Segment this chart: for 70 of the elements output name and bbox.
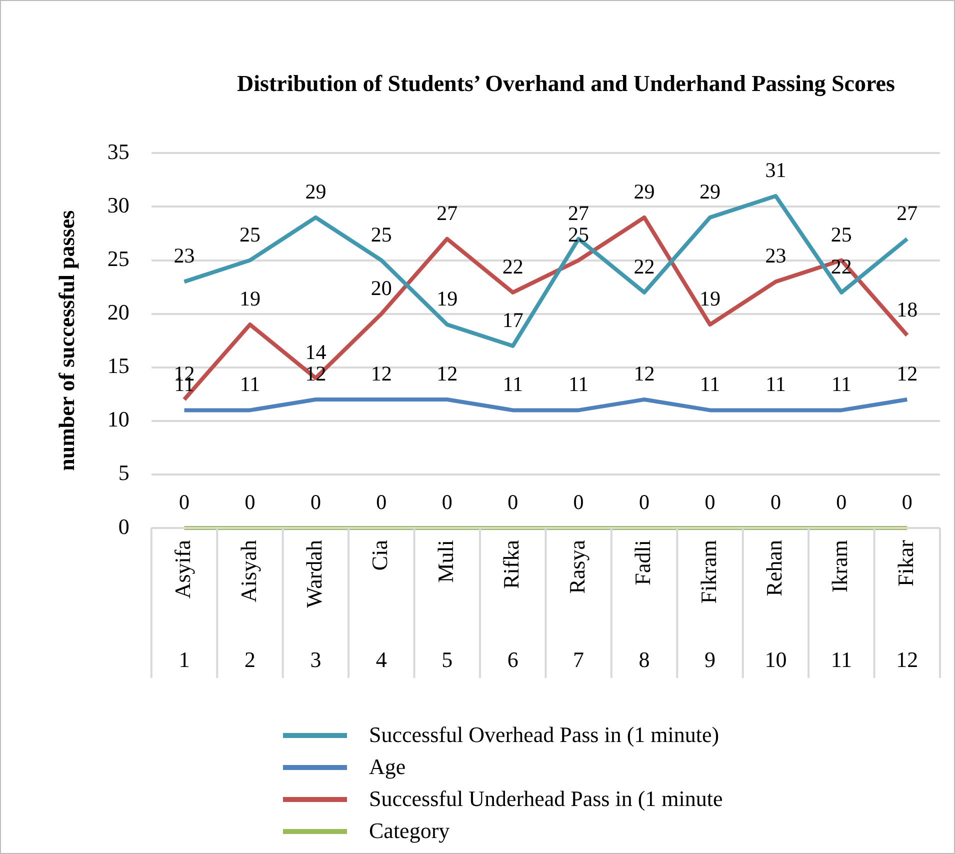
data-label: 12: [896, 362, 918, 386]
y-tick-label: 30: [107, 192, 130, 218]
data-label: 29: [699, 179, 720, 204]
data-label: 25: [568, 222, 590, 246]
category-label: Fikram 9: [696, 540, 721, 672]
data-label: 20: [370, 276, 392, 300]
category-label: Ikram 11: [827, 540, 852, 672]
data-label: 19: [699, 286, 720, 311]
category-label: Muli 5: [432, 540, 458, 672]
category-label: Fadli 8: [630, 540, 656, 672]
data-label: 22: [634, 254, 655, 278]
y-tick-label: 0: [118, 514, 130, 539]
data-label: 23: [174, 244, 195, 268]
data-label: 0: [244, 490, 256, 514]
data-label: 25: [239, 222, 260, 246]
data-label: 12: [634, 362, 655, 386]
y-tick-label: 5: [118, 460, 130, 486]
data-label: 11: [766, 372, 786, 396]
data-label: 12: [370, 362, 392, 386]
data-label: 12: [436, 362, 458, 386]
data-label: 0: [704, 490, 716, 514]
category-label: Asyifa 1: [170, 540, 196, 672]
data-label: 22: [502, 254, 524, 278]
data-label: 0: [442, 490, 452, 514]
y-tick-label: 25: [107, 246, 130, 272]
data-label: 27: [568, 200, 590, 225]
data-label: 0: [770, 490, 781, 514]
data-label: 31: [765, 158, 786, 182]
data-label: 0: [639, 490, 650, 514]
y-tick-label: 10: [107, 406, 130, 432]
data-label: 27: [896, 200, 918, 225]
category-label: Rasya 7: [564, 540, 590, 672]
data-label: 0: [573, 490, 584, 514]
category-label: Rifka 6: [498, 540, 524, 672]
data-label: 23: [765, 244, 786, 268]
legend-label: Successful Overhead Pass in (1 minute): [369, 722, 720, 748]
category-label: Fikar 12: [892, 540, 918, 672]
category-label: Rehan 10: [761, 540, 787, 672]
chart-title: Distribution of Students’ Overhand and Underhand Passing Scores: [236, 70, 896, 98]
legend-label: Successful Underhead Pass in (1 minute: [369, 786, 723, 812]
data-label: 27: [436, 200, 458, 225]
data-label: 25: [370, 222, 392, 246]
data-label: 0: [376, 490, 387, 514]
data-label: 25: [830, 222, 852, 246]
y-tick-label: 20: [107, 300, 130, 325]
data-label: 11: [831, 372, 852, 396]
data-label: 18: [896, 297, 918, 322]
y-tick-label: 35: [107, 138, 130, 164]
category-label: Wardah 3: [301, 540, 326, 672]
data-label: 11: [240, 372, 260, 396]
y-tick-label: 15: [107, 353, 130, 378]
data-label: 0: [902, 490, 912, 514]
y-axis-title: number of successful passes: [54, 210, 79, 471]
legend-label: Age: [369, 754, 406, 780]
data-label: 14: [305, 340, 327, 364]
data-label: 11: [502, 372, 523, 396]
data-label: 29: [634, 179, 655, 204]
data-label: 19: [239, 286, 260, 311]
data-label: 11: [568, 372, 589, 396]
category-label: Cia 4: [367, 540, 392, 672]
legend-label: Category: [369, 818, 450, 844]
data-label: 0: [179, 490, 190, 514]
data-label: 19: [436, 286, 458, 311]
category-label: Aisyah 2: [236, 540, 261, 672]
data-label: 0: [836, 490, 847, 514]
data-label: 0: [310, 490, 321, 514]
data-label: 17: [502, 308, 524, 332]
data-label: 11: [700, 372, 720, 396]
data-label: 0: [508, 490, 518, 514]
data-label: 29: [305, 179, 326, 204]
